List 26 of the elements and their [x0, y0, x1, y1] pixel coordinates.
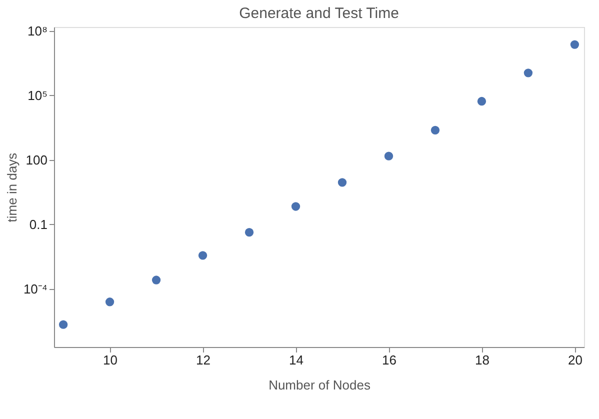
y-tick-label: 10⁸ — [28, 23, 48, 38]
y-tick-label: 10⁵ — [28, 88, 48, 103]
y-axis-title: time in days — [4, 152, 20, 222]
x-tick-label: 20 — [568, 352, 582, 368]
point — [198, 251, 208, 260]
x-tick-label: 14 — [289, 352, 304, 368]
y-tick-label: 100 — [26, 152, 48, 168]
x-axis-title: Number of Nodes — [268, 378, 371, 392]
point — [384, 152, 394, 160]
point — [105, 298, 114, 306]
point — [58, 320, 68, 329]
x-tick-label: 12 — [196, 352, 211, 368]
point — [477, 96, 486, 106]
chart-title: Generate and Test Time — [239, 4, 399, 22]
point — [338, 178, 347, 187]
point — [244, 228, 254, 237]
x-tick-label: 10 — [103, 352, 118, 368]
point — [524, 68, 533, 78]
point — [570, 40, 580, 49]
y-tick-label: 0.1 — [29, 216, 48, 232]
x-tick-label: 16 — [382, 352, 396, 368]
x-tick-label: 18 — [474, 352, 490, 368]
point — [152, 276, 161, 284]
point — [430, 126, 440, 134]
point — [291, 202, 300, 211]
y-tick-label: 10⁻⁴ — [23, 281, 48, 296]
